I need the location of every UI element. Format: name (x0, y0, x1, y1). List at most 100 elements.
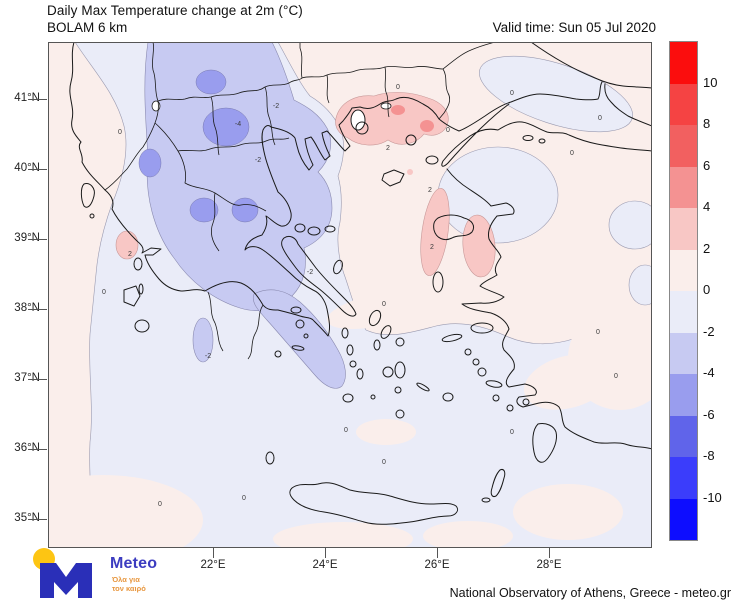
island-paros (382, 366, 394, 378)
lon-tick-28°E (549, 548, 550, 558)
border-internal8 (247, 304, 264, 360)
island-lesbos (433, 214, 475, 241)
attribution-text: National Observatory of Athens, Greece -… (449, 586, 731, 600)
lon-label-22°E: 22°E (200, 559, 226, 571)
island-aegina (295, 319, 305, 329)
fill-neg6-neg4-spot5 (231, 197, 259, 223)
island-astypalaia (442, 392, 454, 402)
contour-labels-group: 0 -2 -4 2 0 2 0 0 2 0 0 0 0 0 0 -2 0 2 0 0 -2 0 -2 0 (102, 84, 618, 508)
island-nisyros (492, 394, 500, 402)
colorbar-cell-8 (670, 374, 697, 416)
lat-tick-38°N (28, 309, 47, 310)
colorbar-label-8: 8 (703, 116, 711, 131)
fill-neg4-neg2-attica (252, 289, 346, 389)
colorbar-cell-6 (670, 291, 697, 333)
meteo-logo (33, 548, 92, 598)
colorbar-cell-3 (670, 166, 697, 208)
island-kefalonia (123, 285, 141, 307)
contour-label-4: 0 (396, 84, 400, 91)
island-imbros (425, 155, 439, 165)
coast-black-sea (530, 42, 652, 89)
colorbar-label--10: -10 (703, 489, 722, 505)
border-internal1 (154, 122, 267, 212)
contour-label-22: -2 (255, 157, 261, 164)
coastlines (69, 42, 652, 525)
island-skiathos (294, 223, 306, 233)
island-tilos (506, 404, 514, 412)
lat-label-35°N: 35°N (14, 512, 40, 524)
island-santorini (395, 409, 405, 419)
contour-label-8: 2 (428, 187, 432, 194)
island-zakynthos (134, 319, 150, 333)
border-internal9 (207, 291, 224, 352)
fill-neg6-neg4-spot4 (189, 197, 219, 223)
island-samos (470, 322, 494, 334)
island-samothrace (405, 134, 417, 146)
coast-turkey-aegean (446, 168, 652, 450)
fill-neg4-neg2-small (192, 317, 214, 363)
island-andros (368, 309, 382, 327)
fill-0-2-corner-patch (513, 484, 623, 540)
logo-wordmark: Meteo (110, 555, 158, 572)
logo-m-icon (40, 563, 92, 598)
colorbar-cell-0 (670, 42, 697, 84)
fill-neg4-neg2-main (144, 42, 333, 311)
island-euboea (281, 235, 357, 317)
contour-label-19: 0 (158, 501, 162, 508)
fill-neg2-0-izmir (628, 264, 652, 306)
logo-tagline-line2: τον καιρό (112, 583, 146, 593)
border-bg-tr (442, 42, 496, 70)
lat-label-37°N: 37°N (14, 372, 40, 384)
island-patmos (464, 348, 472, 356)
contour-label-13: 0 (510, 429, 514, 436)
lat-label-39°N: 39°N (14, 232, 40, 244)
island-poros (303, 333, 309, 339)
lon-label-28°E: 28°E (536, 559, 562, 571)
fill-neg2-0-east (608, 200, 652, 250)
model-subtitle: BOLAM 6 km (47, 20, 128, 35)
island-marmara1 (522, 135, 534, 141)
colorbar-cell-2 (670, 125, 697, 167)
island-kos (485, 380, 503, 388)
colorbar-label-2: 2 (703, 240, 711, 256)
lat-label-40°N: 40°N (14, 162, 40, 174)
contour-label-5: 2 (386, 145, 390, 152)
lat-label-38°N: 38°N (14, 302, 40, 314)
fill-2-4-west-coast (115, 230, 139, 260)
coast-mainland (69, 42, 603, 337)
border-nmk-bg (299, 42, 303, 79)
border-internal4 (264, 86, 276, 146)
lon-label-26°E: 26°E (424, 559, 450, 571)
island-chios (432, 271, 444, 293)
island-kea (341, 327, 349, 339)
contour-label-10: 0 (614, 373, 618, 380)
contour-label-12: 0 (382, 459, 386, 466)
colorbar-cell-7 (670, 332, 697, 374)
border-internal7 (211, 192, 220, 252)
island-crete (289, 482, 459, 525)
colorbar-label-10: 10 (703, 74, 718, 90)
island-amorgos (416, 382, 430, 392)
lake-thrace (350, 109, 366, 131)
lat-tick-39°N (28, 239, 47, 240)
island-skopelos (307, 226, 321, 236)
border-internal6 (384, 66, 390, 118)
lat-tick-36°N (28, 449, 47, 450)
lon-tick-24°E (325, 548, 326, 558)
island-kasos (481, 497, 491, 503)
temperature-colorbar (669, 41, 698, 541)
contour-label-9: 0 (596, 329, 600, 336)
contour-label-1: -2 (273, 103, 279, 110)
fill-0-2-aegean-wisp (327, 290, 429, 330)
contour-label-0: 0 (118, 129, 122, 136)
island-ithaki (138, 283, 144, 295)
border-north (157, 66, 451, 120)
colorbar-cell-11 (670, 498, 697, 540)
island-marmara2 (538, 138, 546, 144)
colorbar-label-6: 6 (703, 157, 711, 173)
lon-label-24°E: 24°E (312, 559, 338, 571)
fill-2-4-chalkidiki2 (462, 214, 496, 278)
island-leros (472, 358, 480, 366)
island-symi (522, 398, 530, 406)
lon-tick-26°E (437, 548, 438, 558)
